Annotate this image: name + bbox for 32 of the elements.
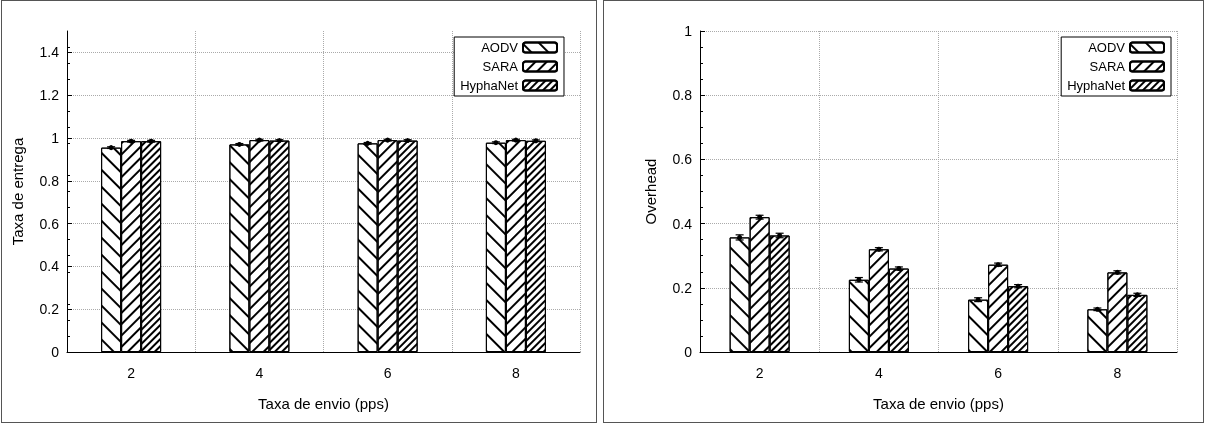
- x-tick-label: 4: [255, 365, 264, 381]
- y-tick-label: 1: [51, 130, 60, 146]
- y-tick-label: 0: [684, 344, 693, 360]
- x-tick-label: 6: [383, 365, 392, 381]
- y-tick-label: 0.2: [672, 279, 693, 296]
- legend-label: HyphaNet: [1067, 78, 1126, 93]
- y-tick-label: 0.4: [672, 215, 693, 232]
- legend-label: AODV: [1088, 40, 1126, 55]
- legend-label: SARA: [1089, 59, 1126, 74]
- y-tick-label: 0.6: [39, 215, 60, 232]
- x-tick-label: 2: [755, 365, 764, 381]
- x-tick-label: 4: [874, 365, 883, 381]
- legend-label: AODV: [481, 40, 519, 55]
- y-tick-label: 1: [684, 23, 693, 39]
- y-tick-label: 1.2: [39, 87, 60, 104]
- y-tick-label: 0.2: [39, 301, 60, 318]
- y-axis-title: Overhead: [642, 158, 659, 225]
- x-tick-label: 6: [994, 365, 1003, 381]
- y-tick-label: 0.8: [672, 87, 693, 104]
- y-tick-label: 0.6: [672, 151, 693, 168]
- y-tick-label: 0: [51, 344, 60, 360]
- legend-label: SARA: [482, 59, 519, 74]
- x-axis-title: Taxa de envio (pps): [873, 395, 1004, 412]
- x-axis-title: Taxa de envio (pps): [258, 395, 389, 412]
- y-tick-label: 0.8: [39, 172, 60, 189]
- x-tick-label: 8: [511, 365, 520, 381]
- y-tick-label: 0.4: [39, 258, 60, 275]
- x-tick-label: 2: [127, 365, 136, 381]
- legend-label: HyphaNet: [460, 78, 519, 93]
- y-tick-label: 1.4: [39, 44, 60, 61]
- x-tick-label: 8: [1113, 365, 1122, 381]
- y-axis-title: Taxa de entrega: [9, 137, 26, 246]
